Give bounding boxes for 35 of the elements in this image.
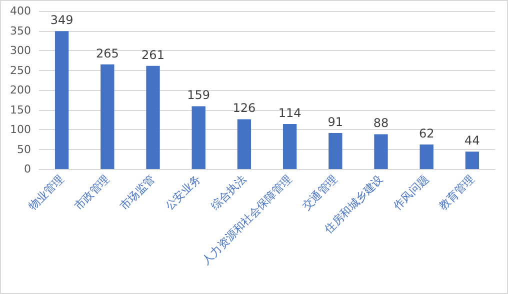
y-tick-label: 100 bbox=[10, 123, 31, 136]
bar bbox=[192, 106, 206, 169]
y-tick-label: 300 bbox=[10, 44, 31, 57]
x-tick-label: 作风问题 bbox=[390, 172, 432, 214]
bar bbox=[465, 152, 480, 169]
x-tick-label: 综合执法 bbox=[208, 172, 249, 213]
bar bbox=[420, 144, 434, 169]
data-label: 261 bbox=[142, 48, 164, 62]
bar bbox=[237, 119, 252, 169]
data-label: 265 bbox=[96, 46, 119, 60]
x-tick-label: 市政管理 bbox=[72, 172, 112, 213]
y-tick-label: 150 bbox=[10, 103, 31, 116]
data-label: 126 bbox=[232, 101, 256, 116]
data-label: 114 bbox=[278, 106, 302, 120]
bar bbox=[146, 66, 160, 169]
y-tick-label: 350 bbox=[10, 24, 31, 38]
bar bbox=[374, 134, 388, 169]
data-label: 349 bbox=[50, 13, 74, 28]
x-tick-label: 教育管理 bbox=[436, 172, 477, 213]
y-tick-label: 250 bbox=[10, 64, 31, 77]
x-tick-label: 交通管理 bbox=[300, 172, 340, 213]
data-label: 62 bbox=[418, 126, 434, 141]
data-label: 159 bbox=[187, 88, 210, 102]
y-tick-label: 400 bbox=[10, 4, 31, 18]
data-label: 44 bbox=[464, 134, 480, 148]
bar bbox=[54, 31, 69, 169]
data-label: 88 bbox=[373, 116, 389, 130]
y-tick-label: 50 bbox=[17, 142, 31, 156]
x-tick-label: 市场监管 bbox=[117, 172, 158, 213]
bar bbox=[282, 124, 297, 169]
x-tick-label: 公安业务 bbox=[162, 172, 204, 213]
bar bbox=[328, 133, 342, 169]
bar bbox=[100, 64, 114, 169]
y-tick-label: 200 bbox=[10, 84, 31, 96]
data-label: 91 bbox=[328, 115, 344, 130]
